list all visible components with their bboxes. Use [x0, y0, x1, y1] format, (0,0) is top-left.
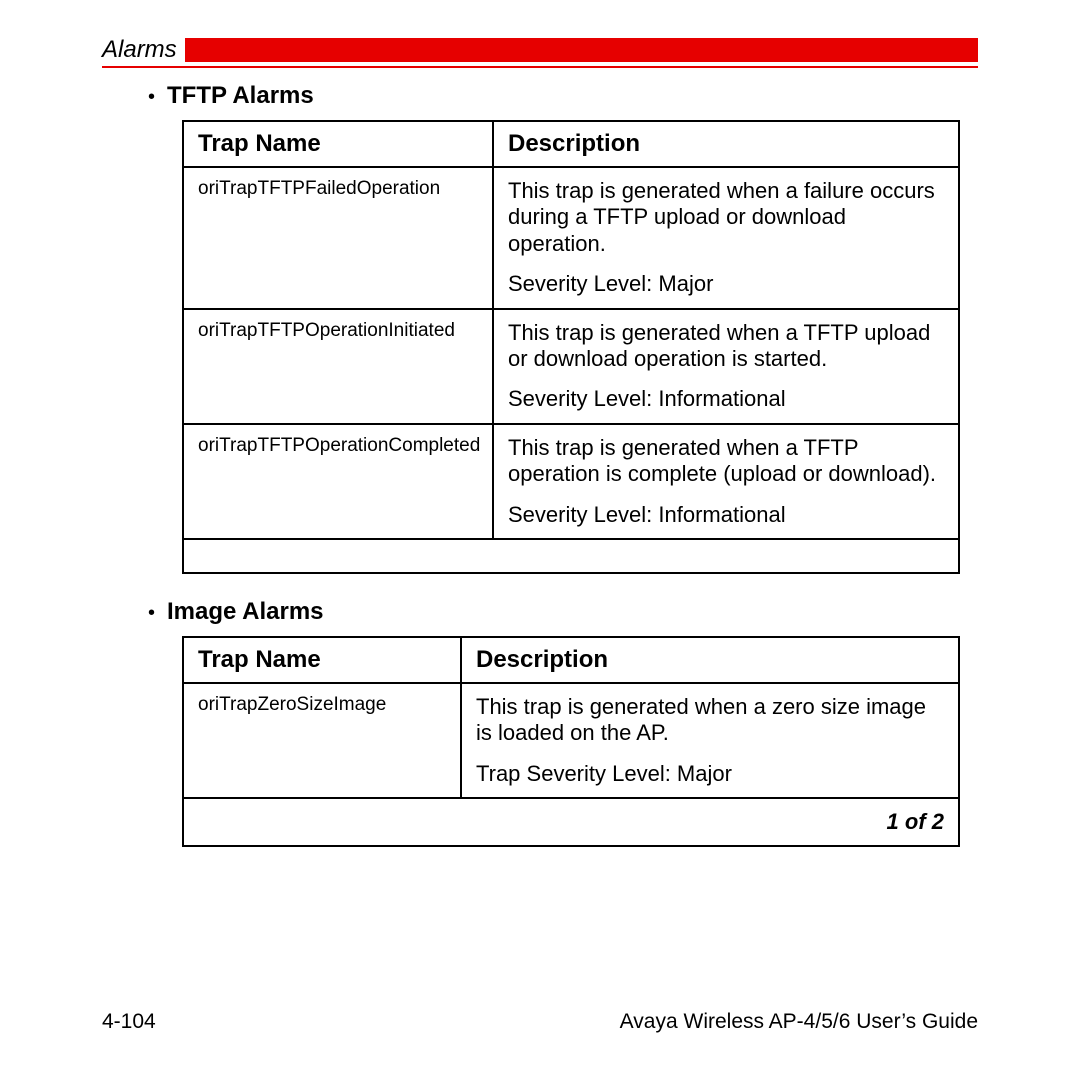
- table-row: oriTrapTFTPOperationInitiated This trap …: [183, 309, 959, 424]
- table-header-row: Trap Name Description: [183, 121, 959, 167]
- severity-text: Severity Level: Informational: [508, 386, 944, 412]
- description-text: This trap is generated when a failure oc…: [508, 178, 944, 257]
- page: Alarms • TFTP Alarms Trap Name Descripti…: [0, 0, 1080, 1080]
- severity-text: Severity Level: Major: [508, 271, 944, 297]
- description-cell: This trap is generated when a failure oc…: [493, 167, 959, 309]
- trap-name-cell: oriTrapTFTPOperationCompleted: [183, 424, 493, 539]
- tftp-table: Trap Name Description oriTrapTFTPFailedO…: [182, 120, 960, 574]
- description-cell: This trap is generated when a zero size …: [461, 683, 959, 798]
- table-row: oriTrapTFTPOperationCompleted This trap …: [183, 424, 959, 539]
- severity-text: Severity Level: Informational: [508, 502, 944, 528]
- image-heading: Image Alarms: [167, 598, 324, 626]
- tftp-heading-row: • TFTP Alarms: [148, 82, 978, 110]
- description-text: This trap is generated when a TFTP uploa…: [508, 320, 944, 373]
- trap-name-cell: oriTrapZeroSizeImage: [183, 683, 461, 798]
- description-text: This trap is generated when a TFTP opera…: [508, 435, 944, 488]
- col-description: Description: [493, 121, 959, 167]
- trap-name-cell: oriTrapTFTPFailedOperation: [183, 167, 493, 309]
- table-row: oriTrapTFTPFailedOperation This trap is …: [183, 167, 959, 309]
- accent-bar: [185, 38, 978, 62]
- severity-text: Trap Severity Level: Major: [476, 761, 944, 787]
- image-table-wrap: Trap Name Description oriTrapZeroSizeIma…: [182, 636, 960, 848]
- description-cell: This trap is generated when a TFTP opera…: [493, 424, 959, 539]
- pager-text: 1 of 2: [183, 798, 959, 846]
- tftp-table-wrap: Trap Name Description oriTrapTFTPFailedO…: [182, 120, 960, 574]
- col-description: Description: [461, 637, 959, 683]
- image-table: Trap Name Description oriTrapZeroSizeIma…: [182, 636, 960, 848]
- table-empty-row: [183, 539, 959, 573]
- table-pager-row: 1 of 2: [183, 798, 959, 846]
- empty-cell: [183, 539, 959, 573]
- col-trap-name: Trap Name: [183, 637, 461, 683]
- table-row: oriTrapZeroSizeImage This trap is genera…: [183, 683, 959, 798]
- accent-rule: [102, 66, 978, 68]
- description-text: This trap is generated when a zero size …: [476, 694, 944, 747]
- tftp-heading: TFTP Alarms: [167, 82, 314, 110]
- bullet-icon: •: [148, 87, 155, 107]
- footer-title: Avaya Wireless AP-4/5/6 User’s Guide: [620, 1010, 978, 1034]
- bullet-icon: •: [148, 603, 155, 623]
- col-trap-name: Trap Name: [183, 121, 493, 167]
- description-cell: This trap is generated when a TFTP uploa…: [493, 309, 959, 424]
- table-header-row: Trap Name Description: [183, 637, 959, 683]
- trap-name-cell: oriTrapTFTPOperationInitiated: [183, 309, 493, 424]
- page-number: 4-104: [102, 1010, 156, 1034]
- image-heading-row: • Image Alarms: [148, 598, 978, 626]
- header-row: Alarms: [102, 36, 978, 64]
- page-footer: 4-104 Avaya Wireless AP-4/5/6 User’s Gui…: [102, 1010, 978, 1034]
- section-title: Alarms: [102, 36, 177, 64]
